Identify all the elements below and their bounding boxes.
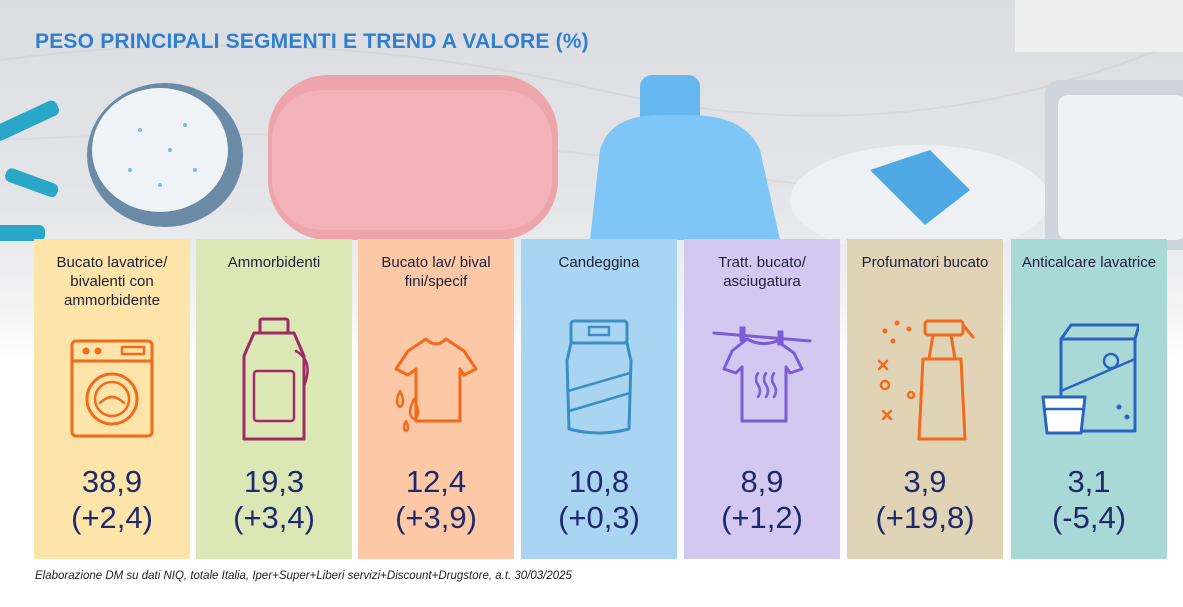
segment-card: Bucato lavatrice/ bivalenti con ammorbid… [34,239,190,559]
spray-bottle-icon [877,319,975,441]
segment-value: 8,9 [740,464,784,499]
segment-card: Tratt. bucato/ asciugatura 8,9 (+1,2) [684,239,840,559]
segment-label: Bucato lav/ bival fini/specif [381,254,491,290]
segment-card: Bucato lav/ bival fini/specif 12,4 (+3,9) [358,239,514,559]
segment-value: 19,3 [243,464,305,499]
washing-machine-icon [70,339,154,438]
page-title: PESO PRINCIPALI SEGMENTI E TREND A VALOR… [35,30,589,53]
segment-label: Bucato lavatrice/ bivalenti con ammorbid… [56,254,168,309]
segment-label: Ammorbidenti [227,254,321,271]
detergent-bag-icon [565,319,633,435]
shirt-drops-icon [394,337,478,433]
segment-label: Profumatori bucato [861,254,989,271]
segment-value: 12,4 [405,464,467,499]
softener-bottle-icon [242,317,309,441]
segment-label: Anticalcare lavatrice [1021,254,1157,271]
segment-card: Profumatori bucato 3,9 (+19,8) [847,239,1003,559]
segment-trend: (+3,4) [233,500,315,535]
source-footnote: Elaborazione DM su dati NIQ, totale Ital… [35,570,572,582]
segment-card: Anticalcare lavatrice 3,1 (-5,4) [1011,239,1167,559]
segment-card: Candeggina 10,8 (+0,3) [521,239,677,559]
segment-value: 10,8 [568,464,630,499]
segment-trend: (-5,4) [1051,500,1127,535]
segment-card: Ammorbidenti 19,3 (+3,4) [196,239,352,559]
segment-trend: (+0,3) [558,500,640,535]
segment-trend: (+2,4) [71,500,153,535]
segment-label: Tratt. bucato/ asciugatura [718,254,806,290]
segment-trend: (+1,2) [721,500,803,535]
descaler-box-icon [1041,323,1139,435]
segment-label: Candeggina [558,254,640,271]
segment-value: 3,9 [903,464,947,499]
segment-trend: (+3,9) [395,500,477,535]
segment-value: 3,1 [1067,464,1111,499]
segment-value: 38,9 [81,464,143,499]
laundry-photo-illustration [0,0,1183,255]
shirt-on-line-icon [712,326,812,423]
segment-trend: (+19,8) [875,500,975,535]
